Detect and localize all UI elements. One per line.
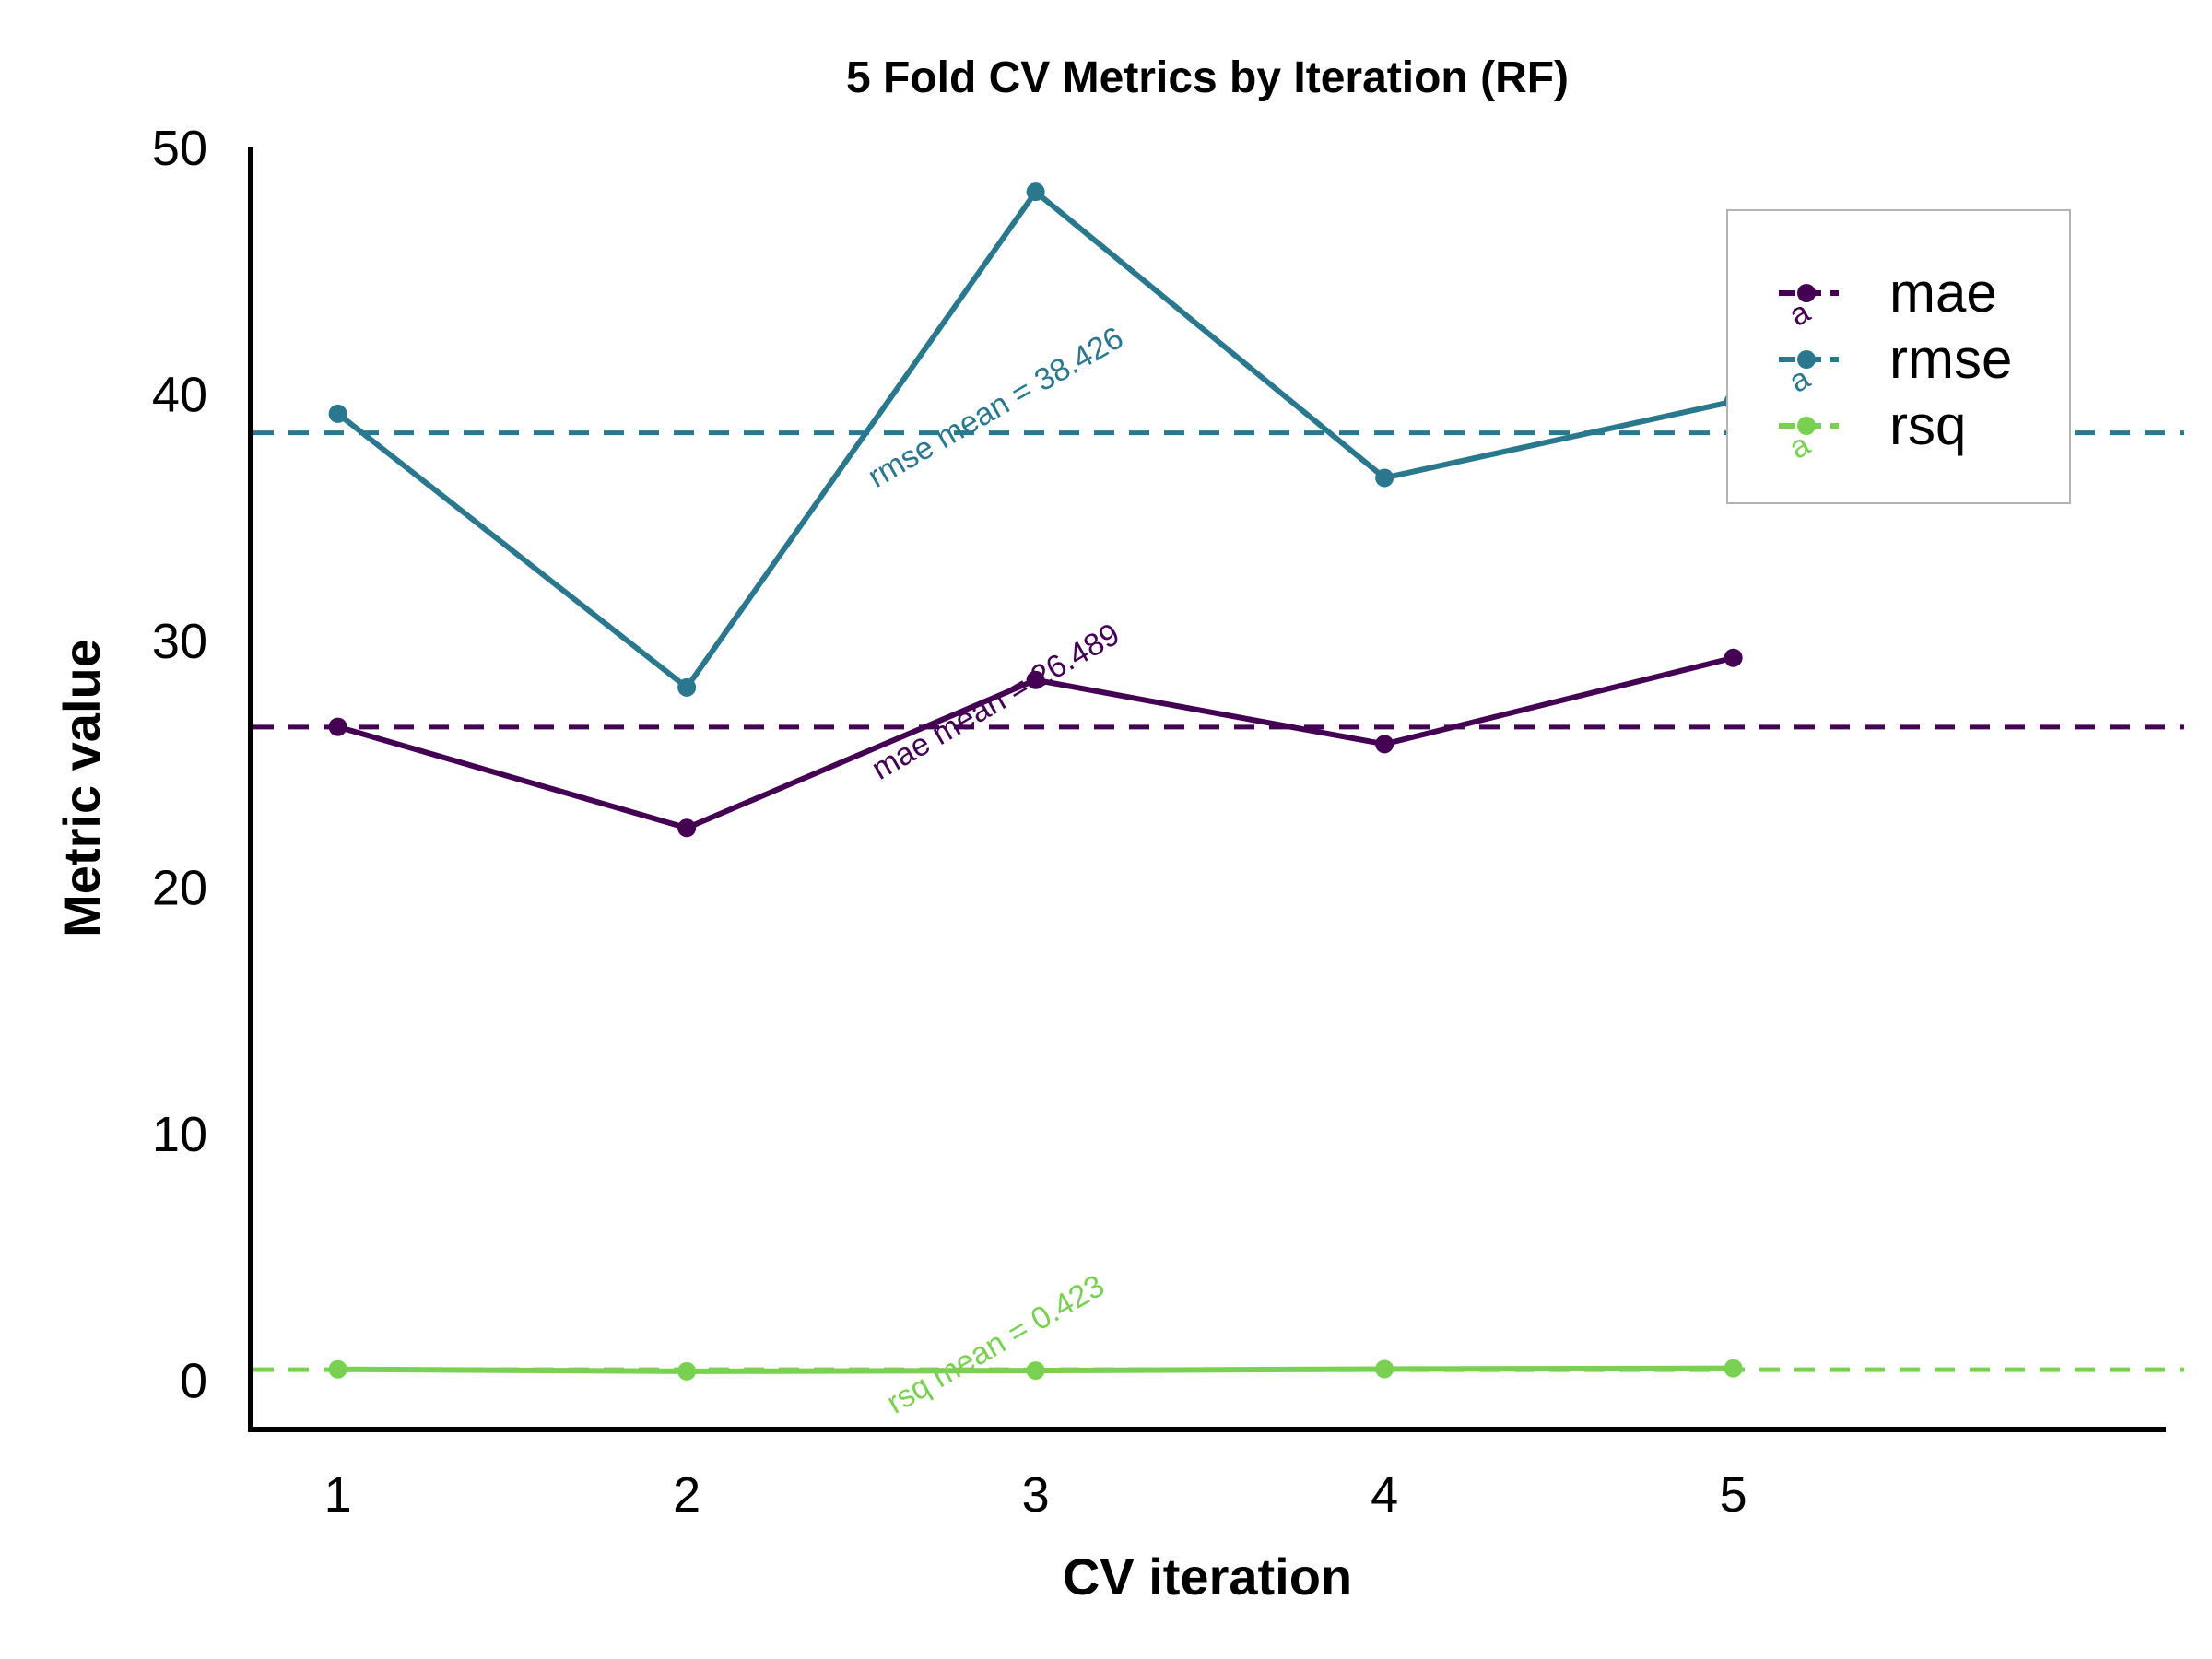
x-tick-label: 1 [324, 1467, 352, 1523]
series-rsq: rsq mean = 0.423 [253, 1268, 2184, 1421]
x-tick-label: 5 [1720, 1467, 1747, 1523]
legend-key-point-rsq [1797, 417, 1816, 435]
y-tick-label: 20 [152, 861, 207, 916]
rmse-point [1375, 468, 1394, 488]
mae-point [1026, 670, 1045, 689]
y-tick-label: 50 [152, 121, 207, 176]
mae-point [677, 818, 697, 838]
rsq-point [328, 1359, 347, 1379]
rsq-point [1724, 1359, 1743, 1378]
y-tick-label: 40 [152, 368, 207, 423]
rsq-point [677, 1361, 697, 1381]
x-tick-label: 2 [673, 1467, 700, 1523]
legend-box [1726, 209, 2071, 504]
rsq-point [1375, 1359, 1394, 1379]
mae-mean-label: mae mean = 26.489 [865, 617, 1125, 787]
rsq-mean-label: rsq mean = 0.423 [881, 1268, 1111, 1421]
rmse-line [335, 189, 1735, 690]
legend-label-mae: mae [1889, 262, 1997, 324]
y-tick-label: 10 [152, 1107, 207, 1162]
rmse-mean-label: rmse mean = 38.426 [862, 320, 1129, 494]
rmse-point [328, 404, 347, 423]
mae-point [1724, 648, 1743, 667]
rmse-point [1026, 182, 1045, 202]
series-mae: mae mean = 26.489 [253, 617, 2184, 838]
legend-key-point-mae [1797, 284, 1816, 302]
x-tick-labels: 1 2 3 4 5 [324, 1467, 1747, 1523]
legend-label-rmse: rmse [1889, 328, 2012, 390]
legend-label-rsq: rsq [1889, 394, 1966, 456]
chart-title: 5 Fold CV Metrics by Iteration (RF) [846, 53, 1569, 102]
rmse-point [677, 677, 697, 697]
mae-point [328, 717, 347, 736]
y-tick-labels: 0 10 20 30 40 50 [152, 121, 207, 1409]
y-axis-title: Metric value [53, 639, 111, 937]
x-tick-label: 4 [1371, 1467, 1398, 1523]
x-axis-title: CV iteration [1063, 1547, 1352, 1606]
y-tick-label: 30 [152, 614, 207, 669]
rsq-point [1026, 1361, 1045, 1381]
y-tick-label: 0 [180, 1354, 207, 1409]
legend-key-point-rmse [1797, 350, 1816, 369]
mae-point [1375, 735, 1394, 754]
x-tick-label: 3 [1022, 1467, 1050, 1523]
